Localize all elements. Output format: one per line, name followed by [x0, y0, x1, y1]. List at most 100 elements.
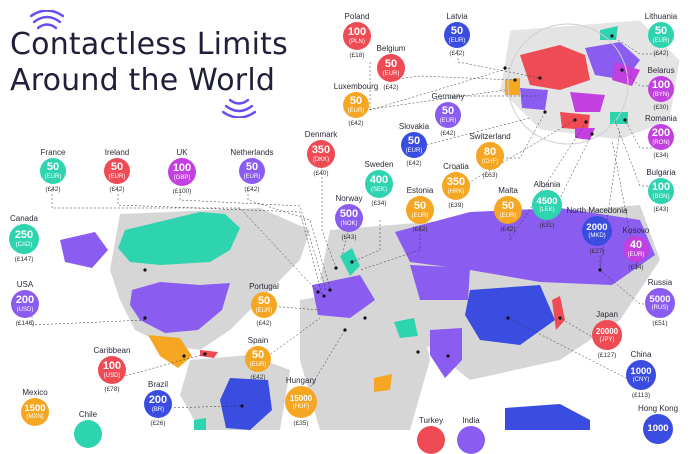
currency-code: (EUR)	[108, 174, 126, 180]
currency-code: (EUR)	[243, 174, 261, 180]
gbp-equivalent: (£63)	[482, 172, 498, 179]
country-name-japan: Japan	[596, 310, 618, 319]
country-name-canada: Canada	[9, 214, 39, 223]
limit-amount: 50	[384, 58, 398, 70]
limit-amount: 50	[407, 135, 421, 147]
country-name-uk: UK	[176, 148, 188, 157]
gbp-equivalent: (£27)	[589, 248, 605, 255]
gbp-equivalent: (£42)	[406, 160, 422, 167]
limit-bubble-croatia: 350 (HRK)	[442, 172, 470, 200]
gbp-equivalent: (£42)	[449, 50, 465, 57]
country-name-turkey: Turkey	[418, 416, 444, 425]
currency-code: (EUR)	[499, 213, 517, 219]
limit-bubble-usa: 200 (USD)	[11, 290, 39, 318]
country-name-albania: Albania	[533, 180, 561, 189]
gbp-equivalent: (£147)	[14, 256, 34, 263]
limit-amount: 50	[349, 95, 363, 107]
country-name-belgium: Belgium	[376, 44, 406, 53]
limit-bubble-turkey	[417, 426, 445, 454]
limit-bubble-malta: 50 (EUR)	[494, 196, 522, 224]
gbp-equivalent: (£18)	[349, 52, 365, 59]
currency-code: (DKK)	[312, 157, 330, 163]
currency-code: (NOK)	[340, 221, 358, 227]
currency-code: (CNY)	[632, 377, 650, 384]
country-name-portugal: Portugal	[249, 282, 279, 291]
limit-amount: 250	[14, 229, 34, 241]
world-map	[31, 19, 681, 430]
contactless-icon	[30, 10, 64, 30]
limit-bubble-caribbean: 100 (USD)	[98, 356, 126, 384]
limit-amount: 350	[311, 144, 331, 156]
limit-bubble-hong-kong: 1000	[643, 414, 673, 444]
country-name-poland: Poland	[344, 12, 370, 21]
limit-bubble-denmark: 350 (DKK)	[307, 140, 335, 168]
limit-amount: 50	[501, 200, 515, 212]
currency-code: (PLN)	[349, 39, 365, 45]
currency-code: (SEK)	[370, 187, 387, 193]
gbp-equivalent: (£43)	[653, 206, 669, 213]
currency-code: (HRK)	[447, 189, 465, 195]
gbp-equivalent: (£42)	[256, 320, 272, 327]
country-name-hong-kong: Hong Kong	[637, 404, 679, 413]
currency-code: (BYN)	[652, 92, 670, 98]
limit-bubble-poland: 100 (PLN)	[343, 22, 371, 50]
country-name-latvia: Latvia	[446, 12, 468, 21]
currency-code: (RON)	[652, 140, 670, 146]
limit-amount: 5000	[649, 293, 671, 305]
gbp-equivalent: (£127)	[597, 352, 617, 359]
limit-amount: 100	[347, 26, 367, 38]
currency-code: (MKD)	[588, 233, 606, 240]
country-name-malta: Malta	[498, 186, 518, 195]
gbp-equivalent: (£39)	[448, 202, 464, 209]
gbp-equivalent: (£42)	[440, 130, 456, 137]
gbp-equivalent: (£100)	[172, 188, 192, 195]
limit-bubble-india	[457, 426, 485, 454]
currency-code: (EUR)	[382, 71, 400, 77]
gbp-equivalent: (£42)	[383, 84, 399, 91]
limit-bubble-estonia: 50 (EUR)	[406, 196, 434, 224]
title-line-1: Contactless Limits	[10, 27, 288, 62]
currency-code: (EUR)	[652, 38, 670, 44]
limit-amount: 100	[102, 360, 122, 372]
currency-code: (USD)	[16, 307, 34, 313]
country-name-norway: Norway	[335, 194, 363, 203]
currency-code: (USD)	[103, 373, 121, 379]
limit-amount: 50	[251, 349, 265, 361]
limit-bubble-hungary: 15000 (HUF)	[285, 386, 317, 418]
title-line-2: Around the World	[10, 63, 276, 98]
limit-bubble-lithuania: 50 (EUR)	[648, 22, 674, 48]
gbp-equivalent: (£34)	[371, 200, 387, 207]
gbp-equivalent: (£78)	[104, 386, 120, 393]
limit-amount: 100	[651, 79, 671, 91]
country-name-usa: USA	[16, 280, 34, 289]
limit-bubble-ireland: 50 (EUR)	[104, 158, 130, 184]
limit-bubble-mexico: 1500 (MXN)	[21, 398, 49, 426]
country-name-switzerland: Switzerland	[469, 132, 511, 141]
country-name-bulgaria: Bulgaria	[646, 168, 676, 177]
limit-bubble-belgium: 50 (EUR)	[377, 54, 405, 82]
limit-bubble-france: 50 (EUR)	[40, 158, 66, 184]
gbp-equivalent: (£42)	[109, 186, 125, 193]
limit-amount: 50	[110, 161, 124, 173]
country-name-belarus: Belarus	[647, 66, 675, 75]
limit-amount: 2000	[586, 221, 608, 233]
gbp-equivalent: (£31)	[539, 222, 555, 229]
country-name-chile: Chile	[78, 410, 98, 419]
country-name-spain: Spain	[247, 336, 269, 345]
limit-bubble-latvia: 50 (EUR)	[444, 22, 470, 48]
limit-amount: 50	[245, 161, 259, 173]
country-name-estonia: Estonia	[406, 186, 434, 195]
limit-bubble-norway: 500 (NOK)	[335, 204, 363, 232]
currency-code: (EUR)	[44, 174, 62, 180]
limit-amount: 50	[46, 161, 60, 173]
country-name-caribbean: Caribbean	[93, 346, 131, 355]
limit-bubble-luxembourg: 50 (EUR)	[343, 92, 369, 118]
currency-code: (CHF)	[481, 159, 499, 165]
limit-bubble-uk: 100 (GBP)	[168, 158, 196, 186]
limit-amount: 1500	[24, 402, 46, 414]
currency-code: (LEK)	[539, 207, 555, 214]
country-name-netherlands: Netherlands	[230, 148, 274, 157]
limit-bubble-north-macedonia: 2000 (MKD)	[582, 216, 612, 246]
limit-amount: 400	[369, 174, 389, 186]
limit-amount: 50	[441, 105, 455, 117]
